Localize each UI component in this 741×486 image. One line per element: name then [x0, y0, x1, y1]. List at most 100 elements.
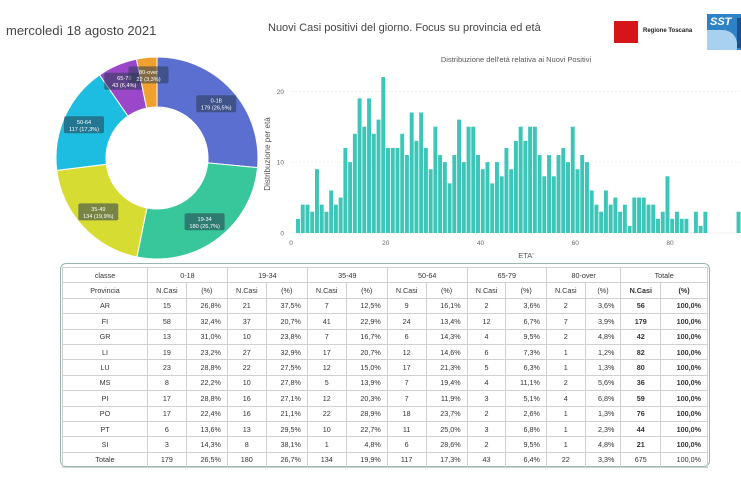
regione-toscana-logo: Regione Toscana [614, 21, 692, 43]
table-cell: 117 [386, 451, 427, 469]
histogram-bar [452, 155, 457, 233]
histogram-bar [632, 197, 637, 233]
table-cell: 3,6% [584, 297, 622, 315]
table-cell: 100,0% [660, 451, 708, 469]
histogram-bar [471, 126, 476, 233]
histogram-bar [504, 147, 509, 233]
table-cell: 22,9% [345, 313, 388, 330]
histogram-bar [589, 190, 594, 233]
table-cell: Totale [62, 451, 148, 469]
histogram-bar [419, 112, 424, 233]
table-cell: 9 [386, 297, 427, 315]
table-cell: 29,5% [265, 420, 308, 438]
table-cell: 27,5% [265, 359, 308, 376]
table-cell: 1 [545, 405, 586, 422]
table-cell: 11,9% [425, 390, 468, 407]
table-cell: 2 [545, 328, 586, 345]
table-cell: 4 [545, 390, 586, 407]
table-group-header-cell: Totale [620, 266, 708, 284]
table-cell: 22 [226, 359, 267, 376]
table-cell: 82 [620, 343, 662, 361]
table-cell: 13 [226, 420, 267, 438]
histogram-bar [352, 133, 357, 233]
table-cell: PT [62, 420, 148, 438]
table-cell: 17 [147, 405, 187, 422]
donut-label-value: 22 (3,3%) [136, 77, 160, 83]
table-cell: 5 [306, 374, 347, 392]
donut-label-value: 179 (26,5%) [201, 106, 232, 112]
table-cell: 14,6% [425, 343, 468, 361]
table-cell: 26,7% [265, 451, 308, 469]
table-cell: 32,9% [265, 343, 308, 361]
table-group-header-cell: classe [62, 266, 148, 284]
edge-decoration [737, 18, 741, 48]
x-tick-label: 0 [289, 240, 293, 247]
table-cell: 7,3% [505, 343, 547, 361]
table-cell: 25,0% [425, 420, 468, 438]
table-cell: 41 [306, 313, 347, 330]
page-title: Nuovi Casi positivi del giorno. Focus su… [268, 22, 541, 34]
table-cell: 7 [545, 313, 586, 330]
histogram-bar [618, 211, 623, 233]
table-cell: 100,0% [660, 359, 708, 376]
table-sub-header-cell: (%) [584, 282, 622, 299]
table-cell: 3,9% [584, 313, 622, 330]
histogram-bar [641, 197, 646, 233]
histogram-bar [622, 204, 627, 233]
table-sub-header-cell: N.Casi [386, 282, 427, 299]
table-cell: 32,4% [185, 313, 228, 330]
histogram-bar [343, 147, 348, 233]
table-sub-header-cell: N.Casi [226, 282, 267, 299]
table-cell: PO [62, 405, 148, 422]
histogram-bar [461, 162, 466, 233]
donut-label-class: 50-64 [77, 120, 91, 126]
histogram-bar [395, 147, 400, 233]
table-sub-header-cell: N.Casi [545, 282, 586, 299]
table-cell: 179 [620, 313, 662, 330]
table-cell: 3,3% [584, 451, 622, 469]
table-sub-header-cell: N.Casi [147, 282, 187, 299]
pegasus-flag-icon [614, 21, 638, 43]
table-total-row: Totale 179 26,5% 180 26,7% 134 19,9% 117 17,3% 43… [62, 451, 708, 469]
histogram-bar [476, 155, 480, 233]
table-row: PT 6 13,6% 13 29,5% 10 22,7% 11 25,0% 3 6,8% 1 2,3% 4… [62, 420, 708, 438]
table-cell: 12 [386, 343, 427, 361]
y-tick-label: 0 [280, 231, 284, 238]
table-cell: 21,3% [425, 359, 468, 376]
table-cell: 2,6% [505, 405, 547, 422]
histogram-bar [513, 140, 518, 233]
table-cell: 5,1% [505, 390, 547, 407]
table-cell: 100,0% [660, 420, 708, 438]
histogram-bar [532, 126, 537, 233]
x-tick-label: 20 [382, 240, 390, 247]
table-cell: 31,0% [185, 328, 228, 345]
table-body: AR 15 26,8% 21 37,5% 7 12,5% 9 16,1% 2 3,6% 2 3,6% 56… [62, 297, 708, 469]
table-cell: 26,5% [185, 451, 228, 469]
table-group-header-cell: 0-18 [147, 266, 228, 284]
histogram-bar [627, 225, 632, 233]
table-cell: 21 [226, 297, 267, 315]
table-cell: 6 [386, 328, 427, 345]
table-cell: 100,0% [660, 390, 708, 407]
table-cell: 4,8% [345, 436, 388, 453]
table-cell: 8 [147, 374, 187, 392]
histogram-bar [656, 218, 660, 233]
table-cell: 14,3% [185, 436, 228, 453]
table-cell: 23,8% [265, 328, 308, 345]
histogram-bar [679, 218, 684, 233]
histogram-bar [698, 225, 703, 233]
histogram-bar [603, 190, 608, 233]
table-cell: 17 [147, 390, 187, 407]
table-cell: 1,3% [584, 405, 622, 422]
donut-label-class: 19-34 [197, 217, 211, 223]
donut-label-class: 65-79 [117, 76, 131, 82]
table-cell: 17 [386, 359, 427, 376]
table-cell: 9,5% [505, 436, 547, 453]
table-sub-header-cell: (%) [660, 282, 708, 299]
histogram-bar [637, 197, 642, 233]
histogram-bar [736, 211, 741, 233]
histogram-bar [665, 176, 670, 233]
table-cell: 9,5% [505, 328, 547, 345]
table-cell: 11 [386, 420, 427, 438]
table-cell: 56 [620, 297, 662, 315]
